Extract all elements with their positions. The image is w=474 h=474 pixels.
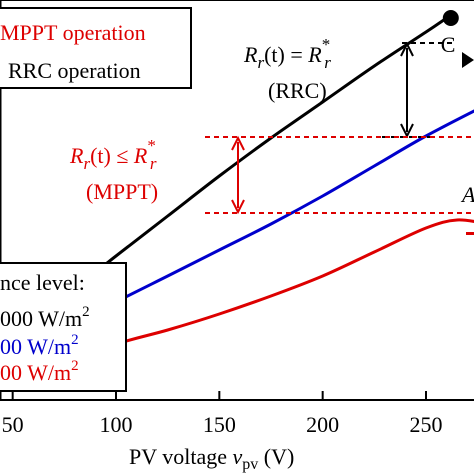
point-a-label: A [460,182,474,207]
rrc-lhs-sub: r [257,53,264,72]
x-axis-title-suffix: (V) [258,444,294,469]
rrc-label: (RRC) [268,78,327,103]
mppt-lhs: R [69,143,84,168]
legend-400-sup: 2 [71,358,79,374]
legend-400-num: 00 W/m [0,360,71,385]
red-mark-right [466,232,474,235]
legend-700-sup: 2 [71,332,79,348]
legend-1000-num: 000 W/m [0,306,82,331]
mppt-arg: (t) ≤ [90,143,134,168]
legend-top-box [0,7,192,89]
mppt-label: (MPPT) [86,179,158,204]
rrc-equation: Rr(t) = R* r [243,35,331,72]
mppt-equation: Rr(t) ≤ R* r [69,136,157,173]
legend-top-item-rrc: RRC operation [8,58,141,83]
x-tick-label-150: 150 [203,412,236,437]
x-tick-label-250: 250 [410,412,443,437]
rrc-arrow-head-top [400,41,414,57]
legend-700-num: 00 W/m [0,334,71,359]
point-c-marker [442,10,459,26]
legend-bottom-item-400: 00 W/m2 [0,358,79,385]
rrc-rhs-sub: r [324,53,331,72]
mppt-rhs-sub: r [150,154,157,173]
mppt-rhs: R [133,143,148,168]
rrc-rhs: R [307,42,322,67]
mppt-lhs-sub: r [83,154,90,173]
x-axis-title-prefix: PV voltage [129,444,232,469]
legend-bottom-item-700: 00 W/m2 [0,332,79,359]
point-c-label: C [441,32,456,57]
x-axis-title-var: v [232,444,242,469]
x-tick-label-200: 200 [306,412,339,437]
x-tick-label-50: 50 [2,412,24,437]
mppt-arrow-head-top [231,135,245,151]
x-axis-title-sub: pv [242,456,258,473]
legend-1000-sup: 2 [82,304,90,320]
rrc-lhs: R [243,42,258,67]
legend-top-item-mppt: MPPT operation [0,20,146,45]
x-tick-label-100: 100 [100,412,133,437]
point-c-arrow [462,52,474,68]
legend-bottom-item-1000: 000 W/m2 [0,304,90,331]
rrc-arg: (t) = [264,42,308,67]
x-axis-title: PV voltage vpv (V) [129,444,294,473]
rrc-rhs-sup: * [322,35,331,54]
series-line-2 [12,218,474,378]
mppt-rhs-sup: * [147,136,156,155]
mppt-arrow-head-bottom [231,199,245,215]
x-ticks: 50 100 150 200 250 [2,391,443,437]
legend-bottom-title: nce level: [0,270,85,295]
legend-bottom-box [0,262,127,392]
